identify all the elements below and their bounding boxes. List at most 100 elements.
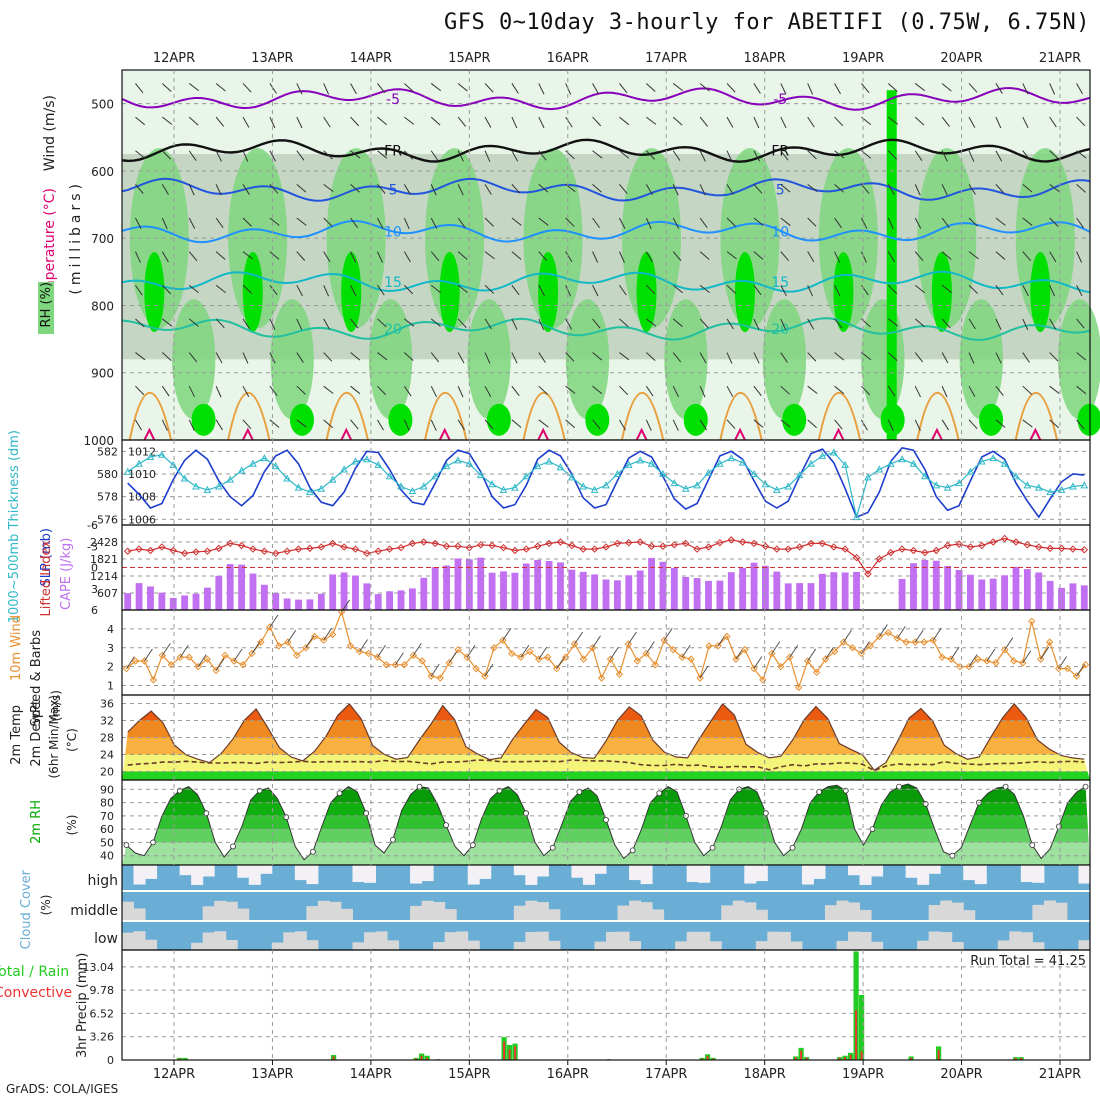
rh2m-point: [443, 822, 450, 829]
wind-barb: [914, 150, 923, 161]
cloud-low-gap: [606, 931, 619, 950]
wind-barb: [403, 284, 414, 295]
wind-barb: [968, 83, 978, 93]
wind-barb: [538, 251, 548, 261]
cloud-high-gap: [755, 865, 768, 882]
wind-barb: [780, 116, 787, 129]
cloud-middle-gap: [536, 902, 549, 920]
bottom-day-label: 20APR: [940, 1067, 982, 1082]
cloud-middle-gap: [225, 901, 238, 920]
surface-isotherm-hot: [931, 427, 943, 441]
wind-barb: [323, 183, 334, 193]
top-day-label: 14APR: [350, 51, 392, 66]
wind-point: [310, 632, 319, 641]
wind-barb: [350, 83, 357, 95]
top-day-label: 19APR: [842, 51, 884, 66]
precip-convective-bar: [332, 1056, 335, 1060]
cape-bar: [773, 571, 781, 610]
rh-tick-label: 90: [100, 783, 114, 796]
lifted-line: [127, 537, 1085, 575]
cape-bar: [727, 572, 735, 610]
cloud-high-gap: [848, 865, 861, 876]
wind-barb: [1022, 217, 1033, 226]
precip-convective-bar: [937, 1050, 940, 1060]
lifted-point: [682, 539, 690, 548]
wind-barb: [699, 150, 706, 162]
cloud-ylabel: Cloud Cover: [19, 869, 34, 949]
thickness-point: [340, 465, 348, 473]
wind-barb: [672, 419, 679, 431]
wind-barb: [968, 150, 975, 162]
rh2m-point: [336, 790, 343, 797]
surface-isotherm-hot: [832, 427, 845, 441]
cape-bar: [352, 575, 359, 610]
wind-barb: [995, 184, 1005, 194]
wind-barb: [807, 83, 814, 95]
thickness-point: [966, 467, 975, 475]
thickness-point: [328, 475, 337, 483]
wind-point: [633, 657, 642, 665]
wind-barb: [403, 217, 410, 230]
thickness-point: [351, 457, 360, 465]
surface-isotherm: [522, 391, 566, 441]
cloud-high-gap: [928, 865, 941, 874]
wind-barb: [1022, 352, 1030, 363]
wind-barb: [995, 284, 1004, 296]
slp-ylabel: SLP (mb): [39, 528, 54, 587]
wind-barb: [269, 318, 276, 330]
wind-barb: [538, 116, 545, 129]
cloud-middle-gap: [824, 905, 837, 920]
wind-barb: [161, 419, 168, 431]
wind-point: [714, 642, 722, 650]
wind-barb: [592, 285, 599, 297]
precip-convective-bar: [838, 1057, 841, 1060]
isotherm-line: [121, 177, 1091, 202]
wind-barb: [242, 150, 249, 162]
lifted-point: [909, 546, 918, 555]
cloud-middle-gap: [963, 910, 976, 920]
lifted-point: [830, 543, 838, 551]
lifted-point: [374, 547, 382, 555]
wind-point: [239, 661, 247, 669]
wind-barb: [619, 217, 626, 229]
precip-convective-bar: [800, 1050, 803, 1060]
lifted-point: [169, 546, 177, 555]
cloud-high-gap: [364, 865, 377, 883]
thickness-point: [579, 482, 588, 490]
precip-convective-bar: [712, 1058, 715, 1060]
wind-barb: [807, 183, 818, 193]
lifted-point: [545, 539, 553, 548]
cloud-high-gap: [640, 865, 653, 885]
isotherm-label: 10: [384, 224, 402, 240]
lifted-point: [385, 545, 394, 553]
wind-point: [364, 649, 373, 658]
wind-point: [974, 655, 982, 663]
precip-convective-bar: [1020, 1057, 1023, 1060]
cloud-low-gap: [433, 942, 446, 950]
wind-barb: [941, 150, 948, 162]
thickness-point: [727, 454, 736, 462]
rh2m-point: [523, 810, 529, 817]
rh-bright-column: [886, 90, 897, 440]
cloud-low-gap: [145, 939, 158, 950]
thickness-point: [772, 485, 781, 493]
thickness-point: [454, 456, 462, 464]
surface-isotherm: [817, 391, 862, 441]
wind-barb: [780, 183, 791, 193]
wind-barb: [377, 419, 384, 431]
lifted-point: [135, 545, 143, 553]
wind-barb: [350, 183, 360, 193]
cloud-middle-gap: [237, 908, 250, 920]
wind-barb: [1049, 116, 1057, 128]
wind-barb: [914, 318, 925, 327]
dewpt-ylabel: 2m DewPt: [29, 700, 44, 767]
wind-barb: [161, 184, 169, 195]
lifted-point: [146, 546, 155, 555]
precip-convective-ylabel: Convective: [0, 985, 72, 1001]
wind-barb-10m: [574, 631, 584, 645]
wind-barb: [215, 352, 223, 364]
surface-isotherm-hot: [537, 427, 549, 441]
thickness-point: [419, 482, 428, 490]
wind-barb: [780, 419, 791, 428]
lifted-point: [215, 544, 223, 553]
